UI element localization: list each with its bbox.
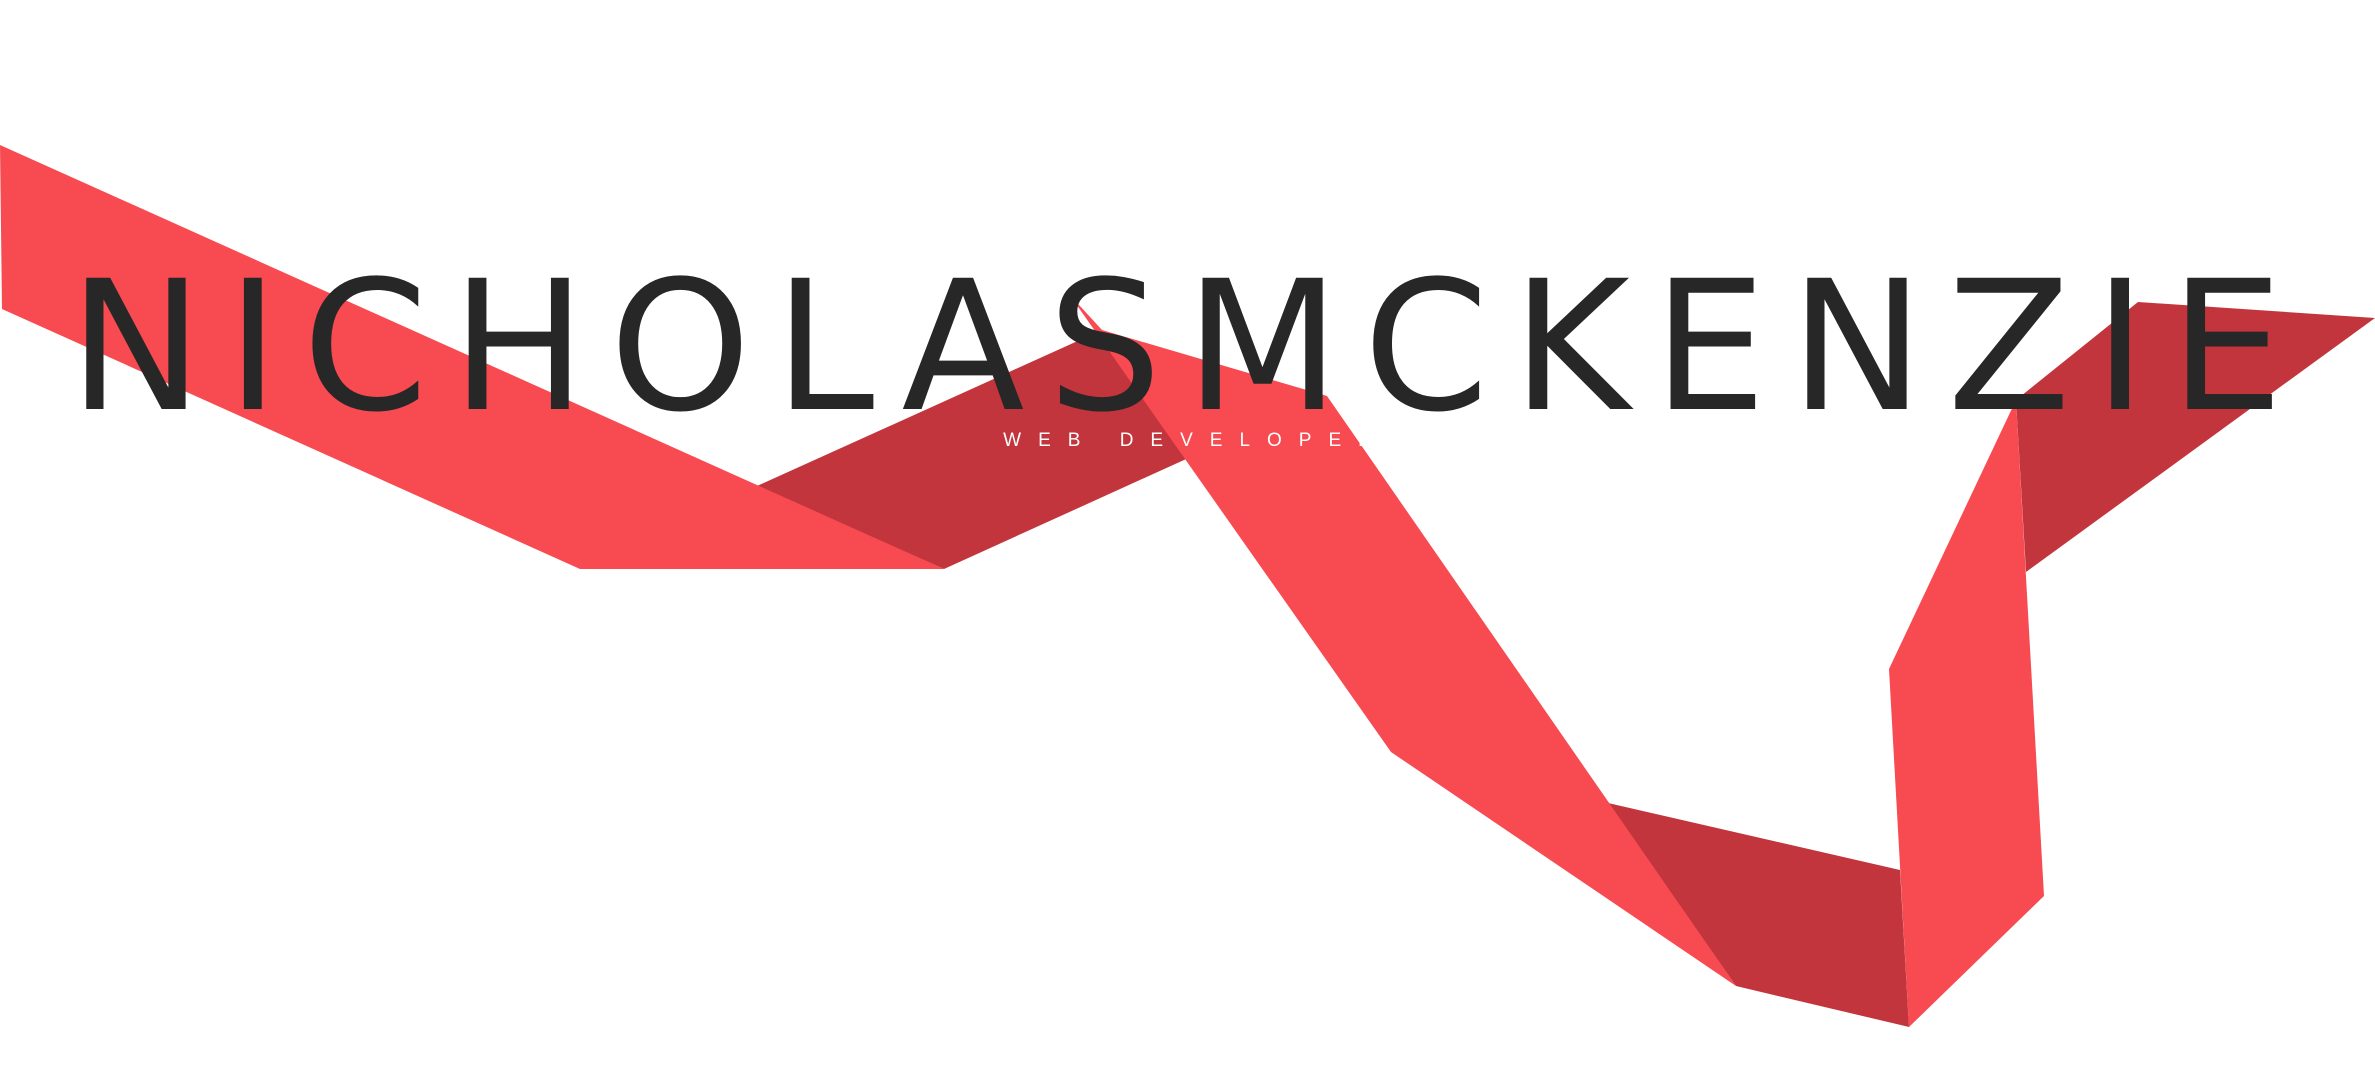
ribbon-light-segment-2 xyxy=(1069,294,1736,986)
ribbon-dark-fold-1 xyxy=(757,330,1195,569)
ribbon-light-segment-1 xyxy=(0,145,944,569)
ribbon-light-segment-3 xyxy=(1889,400,2044,1027)
ribbon-dark-fold-2 xyxy=(1608,803,1909,1027)
ribbon-dark-fold-3 xyxy=(2016,302,2375,572)
hero-name: NICHOLASMCKENZIE xyxy=(0,238,2375,458)
hero-subtitle: WEB DEVELOPER xyxy=(1003,430,1389,451)
hero-last-name: MCKENZIE xyxy=(1184,243,2307,452)
hero-first-name: NICHOLAS xyxy=(68,243,1185,452)
